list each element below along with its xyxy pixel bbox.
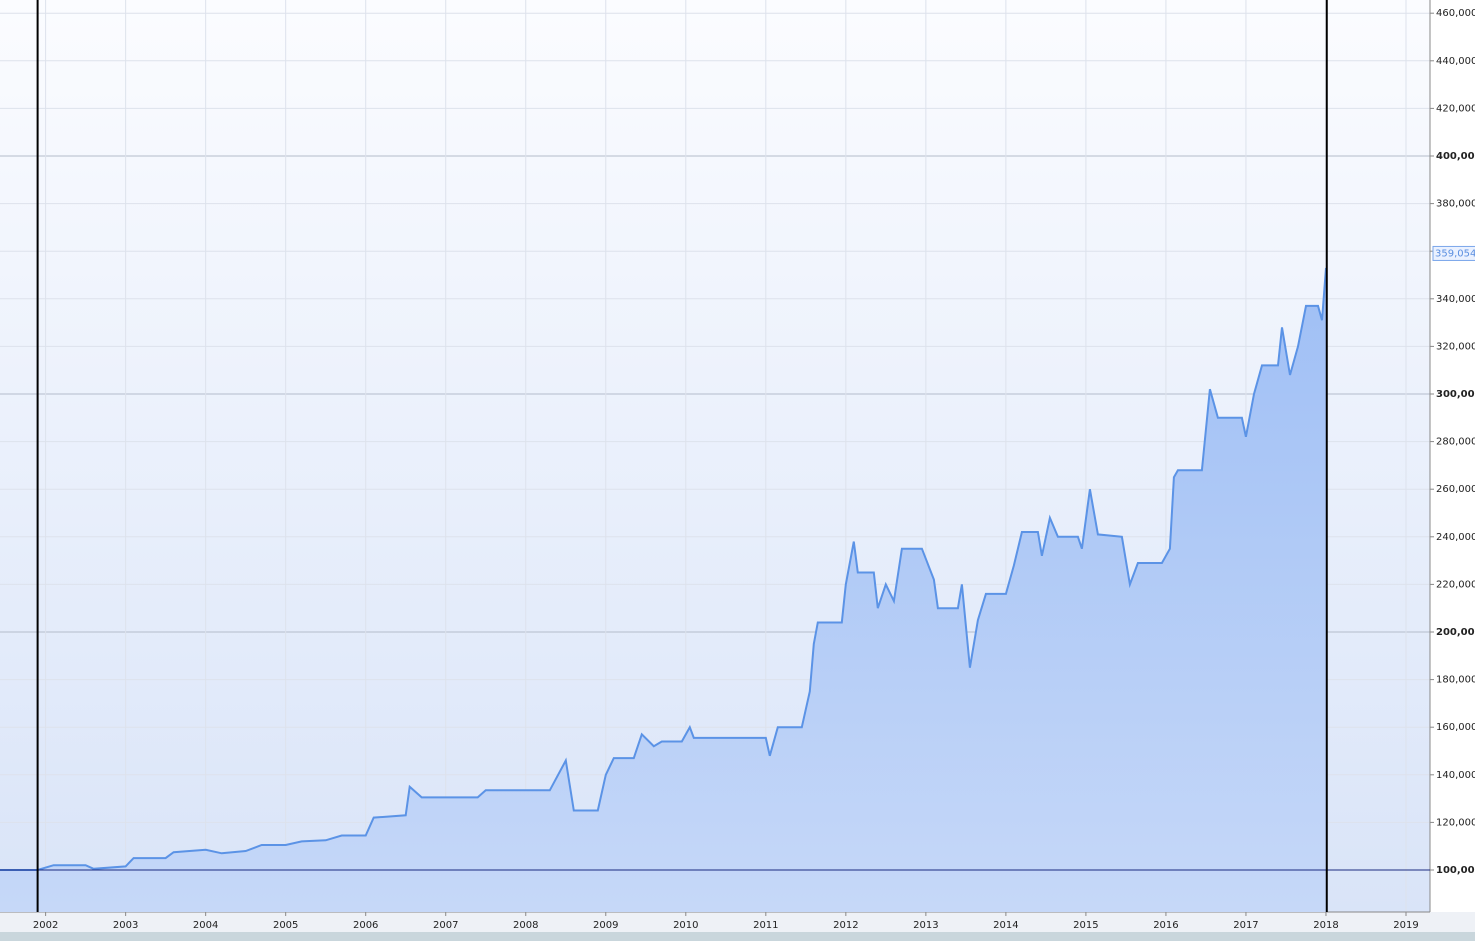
equity-area [0, 267, 1326, 912]
y-tick-label: 160,000 [1436, 722, 1475, 733]
x-tick-label: 2009 [593, 920, 618, 931]
x-tick-label: 2016 [1153, 920, 1178, 931]
x-tick-label: 2003 [113, 920, 138, 931]
y-tick-label: 320,000 [1436, 341, 1475, 352]
y-axis-panel [1430, 0, 1475, 912]
x-tick-label: 2011 [753, 920, 778, 931]
x-tick-label: 2019 [1393, 920, 1418, 931]
x-tick-label: 2010 [673, 920, 698, 931]
y-tick-label: 420,000 [1436, 103, 1475, 114]
y-tick-label: 140,000 [1436, 770, 1475, 781]
x-tick-label: 2006 [353, 920, 378, 931]
y-tick-label: 440,000 [1436, 56, 1475, 67]
x-axis-panel [0, 912, 1475, 932]
x-tick-label: 2014 [993, 920, 1018, 931]
y-tick-label: 280,000 [1436, 437, 1475, 448]
x-tick-label: 2013 [913, 920, 938, 931]
x-tick-label: 2017 [1233, 920, 1258, 931]
y-tick-label: 200,000 [1436, 627, 1475, 638]
y-tick-label: 460,000 [1436, 8, 1475, 19]
x-tick-label: 2004 [193, 920, 218, 931]
y-tick-label: 180,000 [1436, 675, 1475, 686]
x-tick-label: 2007 [433, 920, 458, 931]
status-bar [0, 932, 1475, 941]
x-tick-label: 2018 [1313, 920, 1338, 931]
x-tick-label: 2012 [833, 920, 858, 931]
x-tick-label: 2015 [1073, 920, 1098, 931]
y-tick-label: 400,000 [1436, 151, 1475, 162]
y-tick-label: 100,000 [1436, 865, 1475, 876]
x-tick-label: 2005 [273, 920, 298, 931]
y-tick-label: 120,000 [1436, 817, 1475, 828]
y-tick-label: 220,000 [1436, 579, 1475, 590]
current-value-box [1432, 245, 1475, 261]
y-tick-label: 260,000 [1436, 484, 1475, 495]
x-tick-label: 2008 [513, 920, 538, 931]
y-tick-label: 300,000 [1436, 389, 1475, 400]
y-tick-label: 340,000 [1436, 294, 1475, 305]
current-value-label: 359,054 [1435, 248, 1475, 259]
equity-line [0, 267, 1327, 871]
y-tick-label: 380,000 [1436, 199, 1475, 210]
y-tick-label: 240,000 [1436, 532, 1475, 543]
x-tick-label: 2002 [33, 920, 58, 931]
